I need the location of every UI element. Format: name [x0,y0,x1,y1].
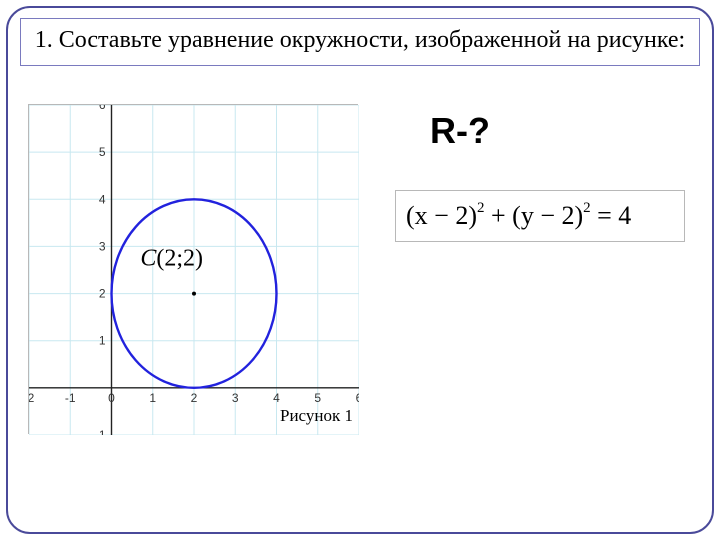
eq-part2: (y − 2) [512,201,583,230]
svg-text:4: 4 [273,391,280,405]
svg-text:1: 1 [149,391,156,405]
eq-part1: (x − 2) [406,201,477,230]
svg-text:2: 2 [99,287,106,301]
eq-plus: + [484,201,512,230]
svg-text:3: 3 [99,239,106,253]
svg-text:2: 2 [191,391,198,405]
eq-exp1: 2 [477,200,485,216]
svg-text:5: 5 [314,391,321,405]
coordinate-chart: -2 -1 0 1 2 3 4 5 6 -1 1 2 3 4 5 6 C(2;2) [28,104,358,434]
r-question: R-? [430,110,490,152]
svg-text:-2: -2 [29,391,35,405]
svg-text:6: 6 [356,391,359,405]
eq-exp2: 2 [583,200,591,216]
svg-text:6: 6 [99,105,106,112]
svg-text:-1: -1 [65,391,76,405]
equation-box: (x − 2)2 + (y − 2)2 = 4 [395,190,685,242]
svg-text:C(2;2): C(2;2) [140,245,203,271]
title-box: 1. Составьте уравнение окружности, изобр… [20,18,700,66]
svg-text:-1: -1 [95,428,106,435]
figure-caption: Рисунок 1 [280,406,353,426]
svg-text:3: 3 [232,391,239,405]
svg-text:4: 4 [99,192,106,206]
svg-text:0: 0 [108,391,115,405]
title-text: 1. Составьте уравнение окружности, изобр… [35,27,685,53]
eq-eq: = 4 [591,201,632,230]
svg-text:1: 1 [99,334,106,348]
svg-text:5: 5 [99,145,106,159]
chart-svg: -2 -1 0 1 2 3 4 5 6 -1 1 2 3 4 5 6 C(2;2) [29,105,359,435]
